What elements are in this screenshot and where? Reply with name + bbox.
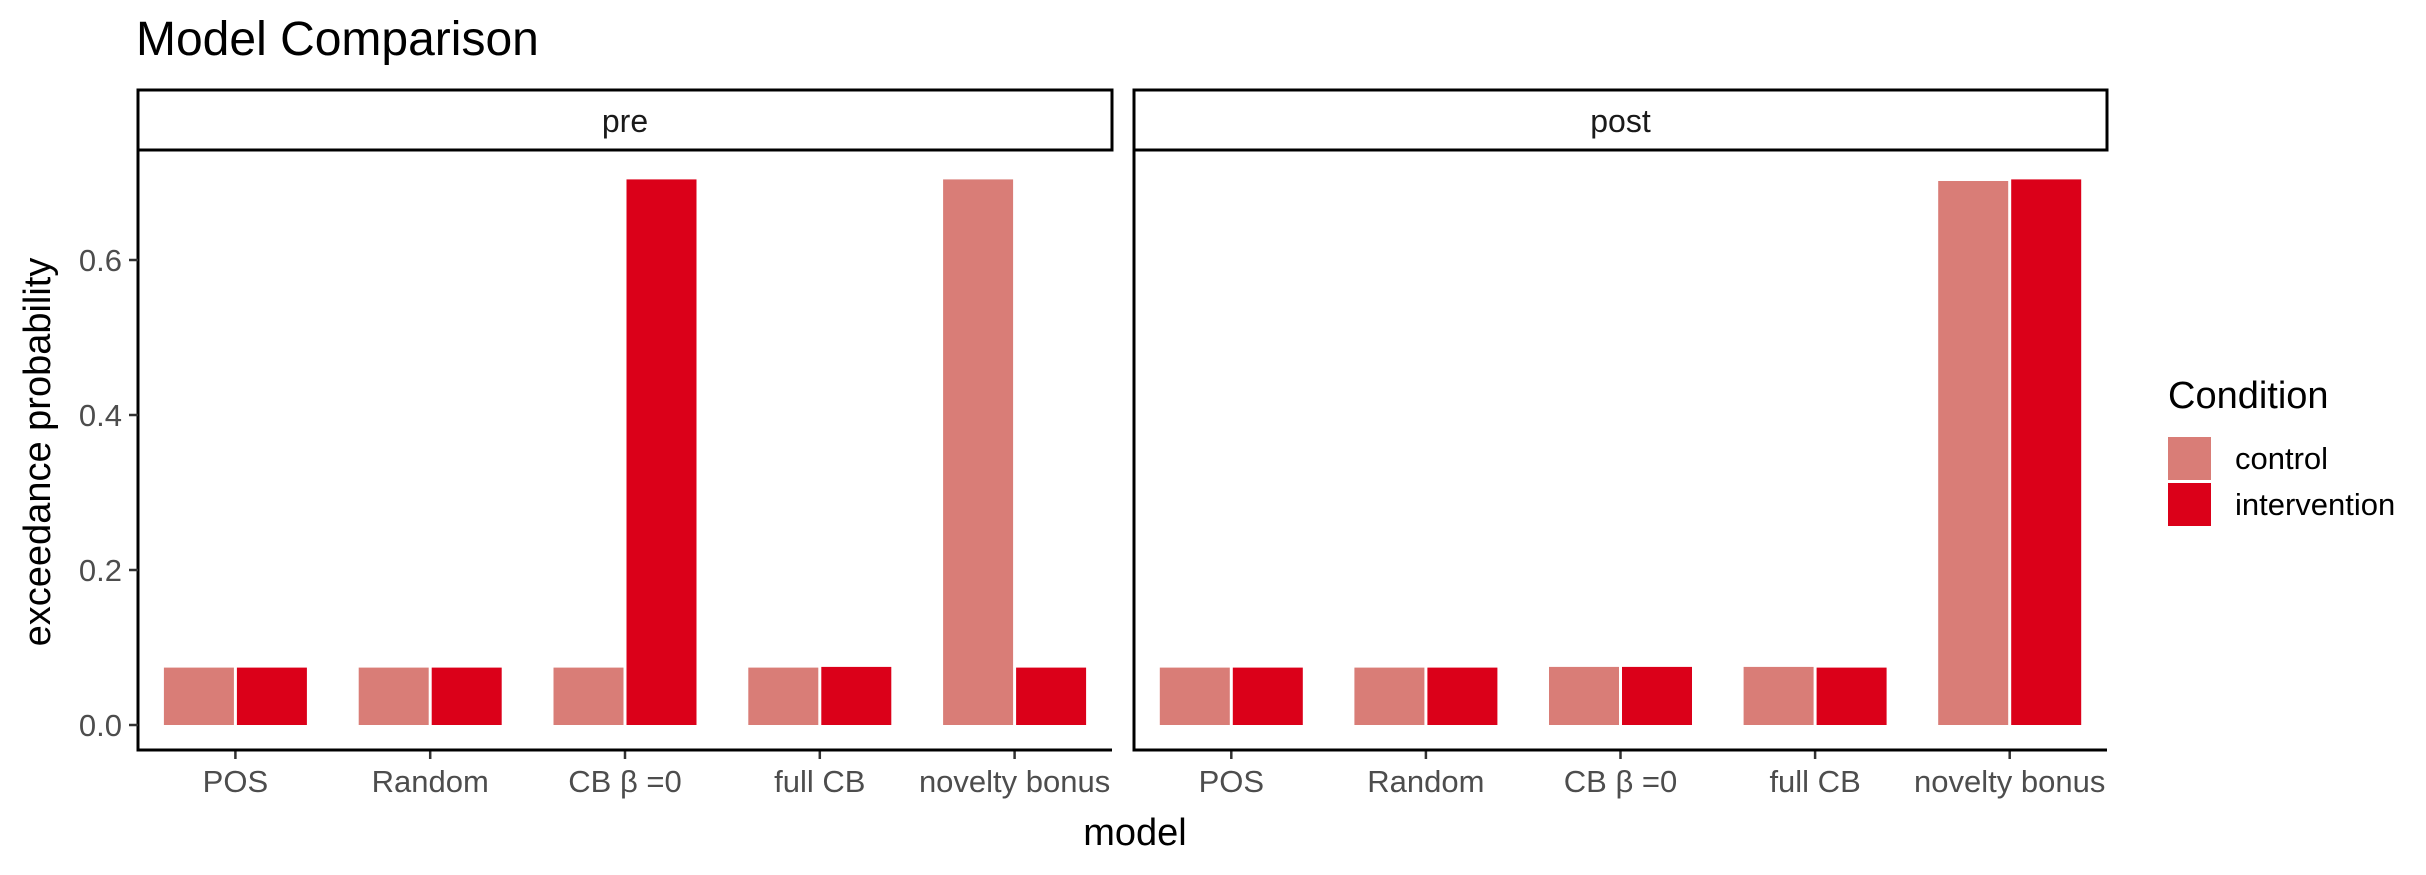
- x-tick-label-pre-novelty-bonus: novelty bonus: [919, 764, 1110, 799]
- legend-key-intervention: [2168, 483, 2211, 526]
- bar-post-random-control: [1354, 667, 1425, 725]
- bar-post-pos-intervention: [1232, 667, 1303, 725]
- x-tick-label-post-pos: POS: [1199, 764, 1264, 799]
- x-tick-label-post-random: Random: [1367, 764, 1484, 799]
- bar-pre-random-control: [358, 667, 429, 725]
- y-tick-label-0-0: 0.0: [79, 708, 122, 743]
- legend-label-control: control: [2235, 441, 2328, 476]
- y-tick-label-0-2: 0.2: [79, 553, 122, 588]
- strip-label-post: post: [1590, 103, 1651, 139]
- bar-pre-full-cb-control: [748, 667, 819, 725]
- x-tick-label-post-novelty-bonus: novelty bonus: [1914, 764, 2105, 799]
- bar-post-novelty-bonus-intervention: [2011, 179, 2082, 725]
- bar-pre-cb-0-control: [553, 667, 624, 725]
- panel-pre: pre POS Random CB β =0 full CB novelty bonus 0…: [79, 88, 1114, 799]
- bar-pre-pos-control: [163, 667, 234, 725]
- strip-label-pre: pre: [602, 103, 648, 139]
- x-tick-label-pre-pos: POS: [203, 764, 268, 799]
- bar-pre-random-intervention: [431, 667, 502, 725]
- chart-title: Model Comparison: [136, 13, 539, 66]
- panel-post: post POS Random CB β =0 full CB novelty bonus: [1132, 88, 2109, 799]
- x-tick-label-pre-cb-0: CB β =0: [568, 764, 681, 799]
- x-tick-label-post-full-cb: full CB: [1769, 764, 1860, 799]
- legend-key-control: [2168, 437, 2211, 480]
- legend-title: Condition: [2168, 375, 2329, 417]
- y-axis-title: exceedance probability: [17, 258, 59, 647]
- x-tick-label-pre-random: Random: [372, 764, 489, 799]
- y-tick-label-0-4: 0.4: [79, 398, 122, 433]
- facet-panels: pre POS Random CB β =0 full CB novelty bonus 0…: [79, 88, 2109, 799]
- bar-pre-novelty-bonus-intervention: [1016, 667, 1087, 725]
- x-tick-label-post-cb-0: CB β =0: [1564, 764, 1677, 799]
- strip-pre: [136, 88, 1114, 152]
- bar-post-full-cb-control: [1743, 666, 1814, 725]
- bar-post-cb-0-control: [1549, 666, 1619, 725]
- bar-pre-pos-intervention: [236, 667, 307, 725]
- bar-post-random-intervention: [1427, 667, 1498, 725]
- bar-post-pos-control: [1159, 667, 1230, 725]
- bar-pre-novelty-bonus-control: [943, 179, 1014, 725]
- x-axis-title: model: [1083, 812, 1187, 854]
- bar-post-full-cb-intervention: [1816, 667, 1887, 725]
- strip-post: [1132, 88, 2109, 152]
- x-tick-label-pre-full-cb: full CB: [774, 764, 865, 799]
- bar-post-novelty-bonus-control: [1938, 181, 2009, 725]
- legend: Condition control intervention: [2168, 375, 2395, 526]
- y-tick-label-0-6: 0.6: [79, 243, 122, 278]
- bar-post-cb-0-intervention: [1622, 666, 1692, 725]
- legend-label-intervention: intervention: [2235, 487, 2395, 522]
- bar-pre-full-cb-intervention: [821, 666, 892, 725]
- bar-pre-cb-0-intervention: [626, 179, 697, 725]
